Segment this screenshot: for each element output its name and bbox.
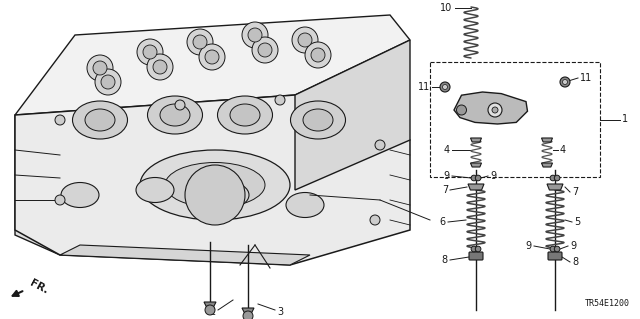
Circle shape — [550, 175, 556, 181]
Text: 9: 9 — [526, 241, 532, 251]
Text: 1: 1 — [622, 115, 628, 124]
Text: 6: 6 — [440, 217, 446, 227]
Text: 9: 9 — [570, 241, 576, 251]
Circle shape — [560, 77, 570, 87]
Circle shape — [252, 37, 278, 63]
Circle shape — [205, 50, 219, 64]
Circle shape — [185, 165, 245, 225]
Polygon shape — [15, 15, 410, 115]
Circle shape — [242, 22, 268, 48]
Bar — [430, 62, 600, 177]
Circle shape — [258, 43, 272, 57]
Circle shape — [87, 55, 113, 81]
Text: FR.: FR. — [28, 278, 50, 296]
Circle shape — [147, 54, 173, 80]
Circle shape — [55, 195, 65, 205]
Circle shape — [554, 246, 560, 252]
Circle shape — [205, 305, 215, 315]
Ellipse shape — [286, 192, 324, 218]
Polygon shape — [295, 40, 410, 190]
Polygon shape — [242, 308, 254, 314]
Circle shape — [55, 115, 65, 125]
Polygon shape — [470, 138, 481, 142]
Circle shape — [471, 246, 477, 252]
Ellipse shape — [303, 109, 333, 131]
Circle shape — [137, 39, 163, 65]
Ellipse shape — [291, 101, 346, 139]
Circle shape — [101, 75, 115, 89]
Circle shape — [476, 175, 481, 181]
Circle shape — [153, 60, 167, 74]
FancyBboxPatch shape — [469, 252, 483, 260]
Circle shape — [311, 48, 325, 62]
Ellipse shape — [165, 162, 265, 207]
Text: 9: 9 — [490, 171, 496, 181]
Polygon shape — [541, 138, 552, 142]
Polygon shape — [541, 163, 552, 167]
Polygon shape — [454, 92, 527, 124]
Circle shape — [476, 246, 481, 252]
Polygon shape — [470, 163, 481, 167]
Circle shape — [440, 82, 450, 92]
Ellipse shape — [85, 109, 115, 131]
Ellipse shape — [72, 101, 127, 139]
Polygon shape — [468, 184, 484, 190]
Polygon shape — [60, 245, 310, 265]
Circle shape — [370, 215, 380, 225]
Text: 10: 10 — [440, 3, 452, 13]
Text: 5: 5 — [574, 217, 580, 227]
Text: 8: 8 — [442, 255, 448, 265]
Circle shape — [187, 29, 213, 55]
Circle shape — [95, 69, 121, 95]
Circle shape — [442, 85, 447, 90]
Circle shape — [243, 311, 253, 319]
Ellipse shape — [136, 177, 174, 203]
Circle shape — [199, 44, 225, 70]
Text: 4: 4 — [560, 145, 566, 155]
Text: 7: 7 — [572, 187, 579, 197]
Text: 9: 9 — [444, 171, 450, 181]
Circle shape — [471, 175, 477, 181]
Circle shape — [375, 140, 385, 150]
Text: TR54E1200: TR54E1200 — [585, 299, 630, 308]
Circle shape — [298, 33, 312, 47]
Circle shape — [248, 28, 262, 42]
Ellipse shape — [218, 96, 273, 134]
Circle shape — [550, 246, 556, 252]
Ellipse shape — [147, 96, 202, 134]
Polygon shape — [547, 184, 563, 190]
Circle shape — [275, 95, 285, 105]
Text: 4: 4 — [444, 145, 450, 155]
Circle shape — [554, 175, 560, 181]
Text: 11: 11 — [418, 82, 430, 92]
FancyBboxPatch shape — [548, 252, 562, 260]
Circle shape — [488, 103, 502, 117]
Circle shape — [456, 105, 467, 115]
Text: 11: 11 — [580, 73, 592, 83]
Circle shape — [143, 45, 157, 59]
Text: 8: 8 — [572, 257, 578, 267]
Circle shape — [193, 35, 207, 49]
Text: 7: 7 — [442, 185, 448, 195]
Polygon shape — [15, 95, 410, 265]
Circle shape — [563, 79, 568, 85]
Circle shape — [175, 100, 185, 110]
Polygon shape — [204, 302, 216, 308]
Circle shape — [93, 61, 107, 75]
Ellipse shape — [61, 182, 99, 207]
Text: 2: 2 — [209, 307, 215, 317]
Ellipse shape — [230, 104, 260, 126]
Polygon shape — [15, 115, 60, 255]
Circle shape — [492, 107, 498, 113]
Ellipse shape — [140, 150, 290, 220]
Ellipse shape — [211, 182, 249, 207]
Text: 3: 3 — [277, 307, 283, 317]
Circle shape — [292, 27, 318, 53]
Circle shape — [305, 42, 331, 68]
Ellipse shape — [160, 104, 190, 126]
